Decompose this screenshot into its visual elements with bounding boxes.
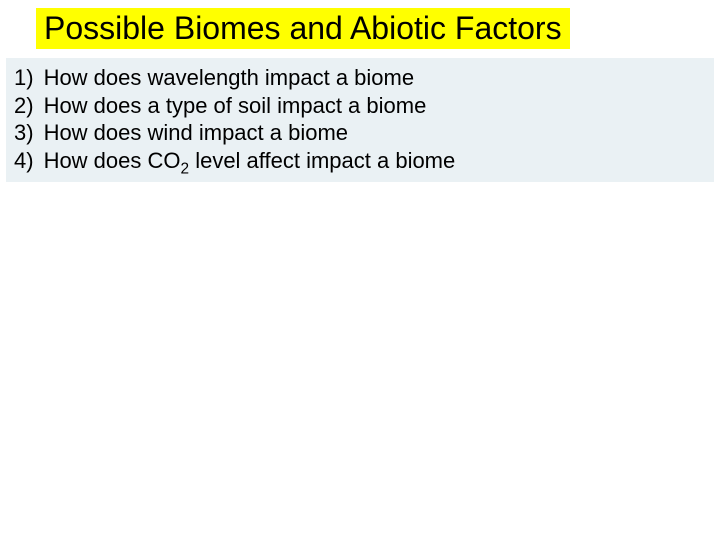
slide: Possible Biomes and Abiotic Factors 1) H… bbox=[0, 0, 720, 540]
list-text: How does wind impact a biome bbox=[44, 119, 456, 147]
list-text: How does a type of soil impact a biome bbox=[44, 92, 456, 120]
list-text-pre: How does CO bbox=[44, 148, 181, 173]
title-wrap: Possible Biomes and Abiotic Factors bbox=[36, 8, 684, 49]
list-text: How does CO2 level affect impact a biome bbox=[44, 147, 456, 175]
list-number: 2) bbox=[14, 92, 44, 120]
list-item: 3) How does wind impact a biome bbox=[14, 119, 455, 147]
list-item: 2) How does a type of soil impact a biom… bbox=[14, 92, 455, 120]
subscript: 2 bbox=[181, 160, 190, 177]
list-number: 4) bbox=[14, 147, 44, 175]
list-item: 4) How does CO2 level affect impact a bi… bbox=[14, 147, 455, 175]
slide-title: Possible Biomes and Abiotic Factors bbox=[36, 8, 570, 49]
list-number: 1) bbox=[14, 64, 44, 92]
list-text-post: level affect impact a biome bbox=[189, 148, 455, 173]
list-item: 1) How does wavelength impact a biome bbox=[14, 64, 455, 92]
numbered-list: 1) How does wavelength impact a biome 2)… bbox=[14, 64, 455, 174]
list-box: 1) How does wavelength impact a biome 2)… bbox=[6, 58, 714, 182]
list-number: 3) bbox=[14, 119, 44, 147]
list-text: How does wavelength impact a biome bbox=[44, 64, 456, 92]
